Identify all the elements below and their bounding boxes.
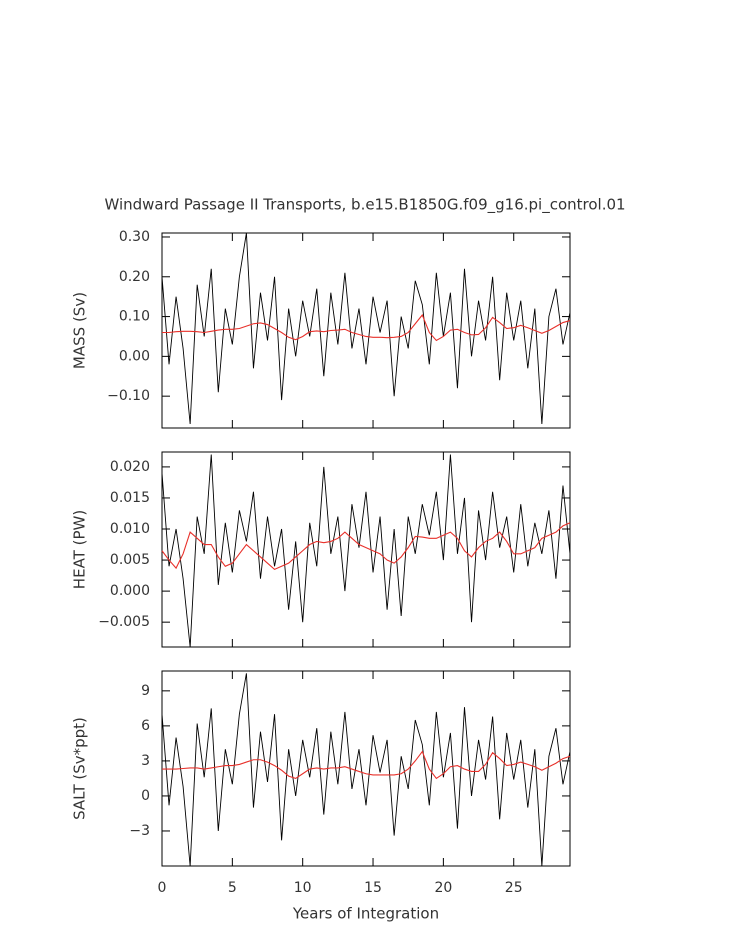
y-tick-label: 0.10 bbox=[119, 309, 150, 325]
y-tick-label: 0.000 bbox=[110, 583, 150, 599]
series-line bbox=[161, 232, 571, 425]
x-tick-label: 10 bbox=[294, 880, 312, 896]
series-line bbox=[161, 454, 571, 648]
series-line bbox=[161, 673, 571, 867]
y-axis-label: SALT (Sv*ppt) bbox=[71, 717, 89, 820]
x-axis-label: Years of Integration bbox=[292, 905, 439, 923]
y-tick-label: −3 bbox=[129, 823, 150, 839]
y-tick-label: 0.00 bbox=[119, 348, 150, 364]
y-tick-label: 0.005 bbox=[110, 552, 150, 568]
series-line bbox=[161, 522, 571, 571]
y-axis-label: HEAT (PW) bbox=[71, 510, 89, 589]
y-tick-label: −0.10 bbox=[107, 388, 150, 404]
plot-frame bbox=[161, 670, 571, 867]
x-tick-label: 5 bbox=[228, 880, 237, 896]
x-tick-label: 25 bbox=[505, 880, 523, 896]
x-tick-label: 20 bbox=[434, 880, 452, 896]
y-tick-label: −0.005 bbox=[98, 614, 150, 630]
y-tick-label: 0 bbox=[141, 788, 150, 804]
plot-frame bbox=[161, 232, 571, 429]
y-tick-label: 0.010 bbox=[110, 521, 150, 537]
y-axis-label: MASS (Sv) bbox=[71, 292, 89, 369]
y-tick-label: 9 bbox=[141, 683, 150, 699]
series-line bbox=[162, 750, 571, 780]
x-tick-label: 15 bbox=[364, 880, 382, 896]
y-tick-label: 0.015 bbox=[110, 490, 150, 506]
y-tick-label: 3 bbox=[141, 753, 150, 769]
plot-frame bbox=[161, 451, 571, 648]
y-tick-label: 0.20 bbox=[119, 269, 150, 285]
y-tick-label: 6 bbox=[141, 718, 150, 734]
series-line bbox=[162, 313, 571, 342]
y-tick-label: 0.30 bbox=[119, 229, 150, 245]
y-tick-label: 0.020 bbox=[110, 459, 150, 475]
chart-title: Windward Passage II Transports, b.e15.B1… bbox=[104, 196, 625, 215]
x-tick-label: 0 bbox=[158, 880, 167, 896]
